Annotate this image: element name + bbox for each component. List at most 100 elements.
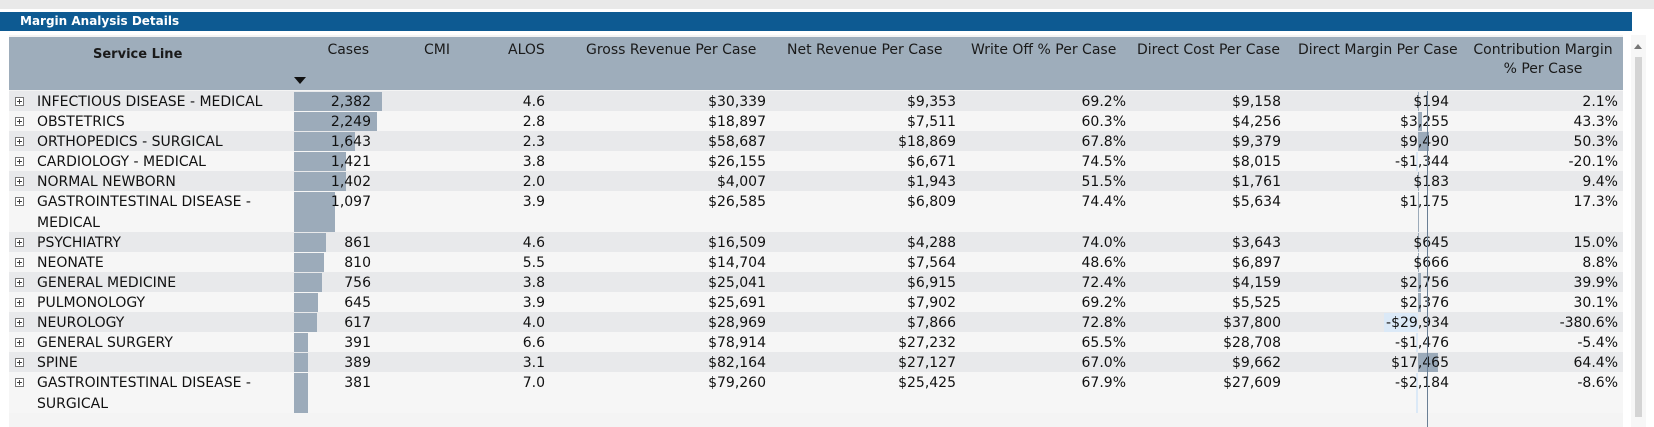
net-revenue-cell: $18,869	[898, 134, 956, 150]
net-revenue-cell: $4,288	[907, 235, 956, 251]
net-revenue-cell: $27,232	[898, 335, 956, 351]
direct-cost-cell: $9,379	[1232, 134, 1281, 150]
table-row[interactable]: SPINE 389 3.1 $82,164 $27,127 67.0% $9,662 $17,…	[9, 352, 1623, 372]
table-row[interactable]: GASTROINTESTINAL DISEASE - SURGICAL 381 7.…	[9, 372, 1623, 413]
write-off-cell: 72.8%	[1081, 315, 1126, 331]
expand-row-icon[interactable]	[15, 298, 24, 307]
vertical-scrollbar[interactable]	[1631, 35, 1646, 427]
write-off-cell: 74.5%	[1081, 154, 1126, 170]
direct-margin-cell: $9,490	[1400, 134, 1449, 150]
cases-cell: 1,097	[330, 194, 371, 210]
direct-cost-cell: $37,800	[1223, 315, 1281, 331]
table-row[interactable]: OBSTETRICS 2,249 2.8 $18,897 $7,511 60.3% $4,2…	[9, 111, 1623, 131]
expand-row-icon[interactable]	[15, 197, 24, 206]
expand-row-icon[interactable]	[15, 258, 24, 267]
table-row[interactable]: GASTROINTESTINAL DISEASE - MEDICAL 1,097 3…	[9, 191, 1623, 232]
direct-margin-bar	[1418, 192, 1419, 232]
gross-revenue-cell: $79,260	[708, 375, 766, 391]
contribution-margin-cell: 50.3%	[1573, 134, 1618, 150]
table-row[interactable]: GENERAL SURGERY 391 6.6 $78,914 $27,232 65.5%…	[9, 332, 1623, 352]
expand-row-icon[interactable]	[15, 238, 24, 247]
sort-descending-icon[interactable]	[294, 77, 306, 84]
scroll-up-icon[interactable]	[1634, 44, 1642, 49]
direct-margin-bar	[1418, 172, 1419, 191]
header-net-revenue[interactable]: Net Revenue Per Case	[787, 42, 943, 58]
table-row[interactable]: NORMAL NEWBORN 1,402 2.0 $4,007 $1,943 51.5% $…	[9, 171, 1623, 191]
expand-row-icon[interactable]	[15, 117, 24, 126]
contribution-margin-cell: 2.1%	[1582, 94, 1618, 110]
table-row[interactable]: NEONATE 810 5.5 $14,704 $7,564 48.6% $6,897 $66…	[9, 252, 1623, 272]
table-row[interactable]: PSYCHIATRY 861 4.6 $16,509 $4,288 74.0% $3,643…	[9, 232, 1623, 252]
net-revenue-cell: $6,915	[907, 275, 956, 291]
service-line-cell: GENERAL SURGERY	[37, 335, 173, 351]
direct-cost-cell: $5,525	[1232, 295, 1281, 311]
contribution-margin-cell: -20.1%	[1568, 154, 1618, 170]
alos-cell: 3.1	[522, 355, 545, 371]
service-line-cell: PSYCHIATRY	[37, 235, 121, 251]
cases-bar	[294, 333, 308, 352]
header-service-line[interactable]: Service Line	[93, 47, 183, 62]
direct-margin-bar	[1418, 293, 1421, 312]
header-write-off[interactable]: Write Off % Per Case	[971, 42, 1117, 58]
net-revenue-cell: $7,564	[907, 255, 956, 271]
header-alos[interactable]: ALOS	[508, 42, 545, 58]
cases-bar	[294, 132, 355, 151]
expand-row-icon[interactable]	[15, 278, 24, 287]
table-row[interactable]: CARDIOLOGY - MEDICAL 1,421 3.8 $26,155 $6,67…	[9, 151, 1623, 171]
cases-bar	[294, 373, 308, 413]
write-off-cell: 48.6%	[1081, 255, 1126, 271]
table-row[interactable]: INFECTIOUS DISEASE - MEDICAL 2,382 4.6 $30,…	[9, 91, 1623, 111]
net-revenue-cell: $9,353	[907, 94, 956, 110]
direct-cost-cell: $3,643	[1232, 235, 1281, 251]
table-row[interactable]: ORTHOPEDICS - SURGICAL 1,643 2.3 $58,687 $18…	[9, 131, 1623, 151]
table-row[interactable]: NEUROLOGY 617 4.0 $28,969 $7,866 72.8% $37,800…	[9, 312, 1623, 332]
expand-row-icon[interactable]	[15, 378, 24, 387]
net-revenue-cell: $6,671	[907, 154, 956, 170]
expand-row-icon[interactable]	[15, 177, 24, 186]
service-line-cell: ORTHOPEDICS - SURGICAL	[37, 134, 223, 150]
expand-row-icon[interactable]	[15, 97, 24, 106]
cases-cell: 389	[344, 355, 371, 371]
gross-revenue-cell: $25,041	[708, 275, 766, 291]
cases-cell: 1,643	[330, 134, 371, 150]
table-body: INFECTIOUS DISEASE - MEDICAL 2,382 4.6 $30,…	[9, 91, 1623, 413]
contribution-margin-cell: 30.1%	[1573, 295, 1618, 311]
panel-title: Margin Analysis Details	[0, 12, 1632, 31]
header-contribution-margin[interactable]: Contribution Margin % Per Case	[1473, 42, 1613, 77]
direct-margin-cell: $2,756	[1400, 275, 1449, 291]
expand-row-icon[interactable]	[15, 137, 24, 146]
cases-bar	[294, 172, 346, 191]
gross-revenue-cell: $82,164	[708, 355, 766, 371]
service-line-cell: CARDIOLOGY - MEDICAL	[37, 154, 206, 170]
net-revenue-cell: $25,425	[898, 375, 956, 391]
header-cmi[interactable]: CMI	[424, 42, 450, 58]
contribution-margin-cell: 17.3%	[1573, 194, 1618, 210]
expand-row-icon[interactable]	[15, 157, 24, 166]
scroll-thumb[interactable]	[1635, 57, 1642, 417]
service-line-cell: GASTROINTESTINAL DISEASE - MEDICAL	[37, 194, 251, 231]
gross-revenue-cell: $30,339	[708, 94, 766, 110]
header-direct-cost[interactable]: Direct Cost Per Case	[1137, 42, 1280, 58]
alos-cell: 2.3	[522, 134, 545, 150]
net-revenue-cell: $7,511	[907, 114, 956, 130]
cases-bar	[294, 353, 308, 372]
table-row[interactable]: GENERAL MEDICINE 756 3.8 $25,041 $6,915 72.4%…	[9, 272, 1623, 292]
header-gross-revenue[interactable]: Gross Revenue Per Case	[586, 42, 757, 58]
direct-margin-cell: -$1,344	[1394, 154, 1449, 170]
header-cases[interactable]: Cases	[327, 42, 369, 58]
service-line-cell: NEUROLOGY	[37, 315, 125, 331]
net-revenue-cell: $6,809	[907, 194, 956, 210]
table-header: Service Line Cases CMI ALOS Gross Revenu…	[9, 37, 1623, 90]
direct-margin-bar	[1418, 273, 1421, 292]
direct-margin-bar	[1418, 353, 1438, 372]
expand-row-icon[interactable]	[15, 318, 24, 327]
expand-row-icon[interactable]	[15, 338, 24, 347]
direct-margin-zero-axis	[1427, 91, 1428, 427]
expand-row-icon[interactable]	[15, 358, 24, 367]
margin-table: Service Line Cases CMI ALOS Gross Revenu…	[9, 35, 1623, 427]
header-direct-margin[interactable]: Direct Margin Per Case	[1298, 42, 1458, 58]
direct-margin-cell: -$29,934	[1386, 315, 1449, 331]
contribution-margin-cell: 8.8%	[1582, 255, 1618, 271]
table-row[interactable]: PULMONOLOGY 645 3.9 $25,691 $7,902 69.2% $5,52…	[9, 292, 1623, 312]
gross-revenue-cell: $4,007	[717, 174, 766, 190]
